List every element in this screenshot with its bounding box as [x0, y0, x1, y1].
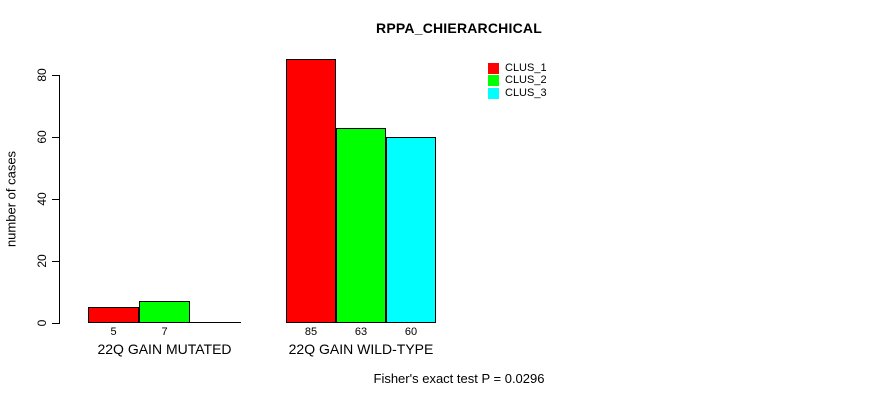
- legend-label: CLUS_2: [505, 74, 547, 86]
- legend-label: CLUS_1: [505, 62, 547, 74]
- bar-clus_3-group2: [386, 137, 436, 323]
- legend-entry-clus_1: CLUS_1: [488, 63, 547, 74]
- y-tick-label: 20: [35, 254, 49, 268]
- bar-value-label: 60: [404, 326, 418, 338]
- bar-value-label: 7: [161, 326, 168, 338]
- y-tick: [52, 261, 59, 262]
- category-label: 22Q GAIN MUTATED: [97, 341, 232, 357]
- y-tick-label: 0: [35, 319, 49, 327]
- chart-title: RPPA_CHIERARCHICAL: [376, 20, 542, 36]
- y-tick: [52, 137, 59, 138]
- legend-swatch-clus_1: [488, 63, 499, 74]
- bar-value-label: 85: [304, 326, 318, 338]
- legend-entry-clus_2: CLUS_2: [488, 75, 547, 86]
- bar-clus_2-group1: [139, 301, 190, 323]
- legend-swatch-clus_3: [488, 88, 499, 99]
- legend-label: CLUS_3: [505, 87, 547, 99]
- annotation-fishers-test: Fisher's exact test P = 0.0296: [373, 371, 545, 386]
- y-axis-title: number of cases: [3, 150, 19, 248]
- y-tick: [52, 199, 59, 200]
- bar-value-label: 63: [354, 326, 368, 338]
- bar-clus_2-group2: [336, 128, 386, 323]
- y-tick-label: 80: [35, 68, 49, 82]
- category-label: 22Q GAIN WILD-TYPE: [288, 341, 434, 357]
- legend-entry-clus_3: CLUS_3: [488, 88, 547, 99]
- y-tick: [52, 323, 59, 324]
- legend-swatch-clus_2: [488, 75, 499, 86]
- y-tick-label: 60: [35, 130, 49, 144]
- bar-clus_1-group1: [88, 307, 139, 323]
- bar-value-label: 5: [110, 326, 117, 338]
- y-tick-label: 40: [35, 192, 49, 206]
- bar-clus_1-group2: [286, 59, 336, 323]
- y-axis-line: [59, 75, 60, 324]
- y-tick: [52, 75, 59, 76]
